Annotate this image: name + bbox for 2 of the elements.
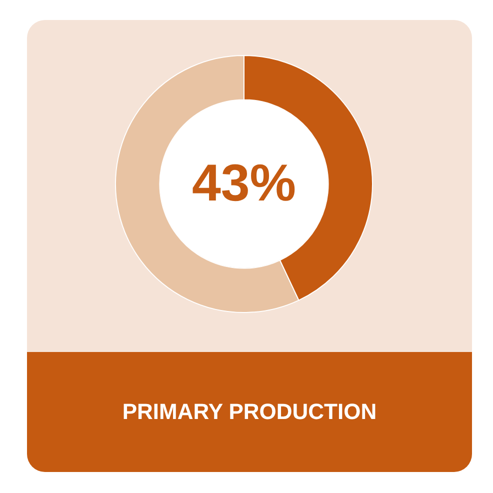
text: PRIMARY PRODUCTION	[122, 399, 377, 425]
data-label: 43%	[192, 154, 296, 212]
